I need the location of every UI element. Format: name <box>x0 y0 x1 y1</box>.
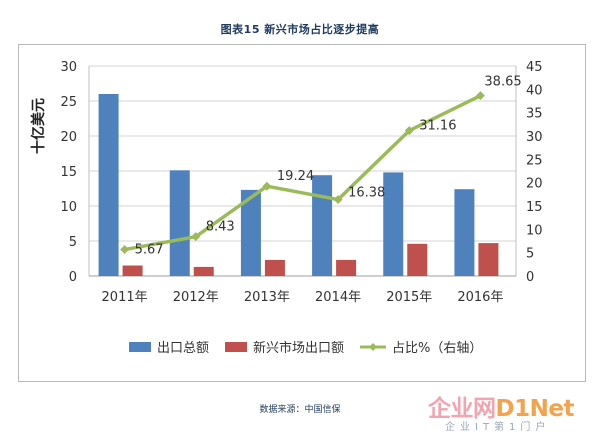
share-marker <box>262 181 272 191</box>
bar-emerging-export <box>407 243 428 276</box>
legend-label: 占比%（右轴） <box>392 341 482 356</box>
chart-svg: 0 5 10 15 20 25 30 0 5 10 15 20 25 30 35 40 45 十亿美元 2011年 2… <box>30 60 543 356</box>
share-marker <box>475 91 485 101</box>
share-marker <box>191 232 201 242</box>
watermark-logo-cn: 企业网 <box>428 396 496 422</box>
bar-total-export <box>98 94 119 276</box>
source-note: 数据来源：中国信保 <box>259 405 341 415</box>
share-data-label: 8.43 <box>206 220 235 235</box>
share-line <box>124 94 482 252</box>
y2-tick-label: 20 <box>526 177 543 192</box>
figure-title: 图表15 新兴市场占比逐步提高 <box>220 23 380 36</box>
y2-tick-label: 5 <box>526 247 534 262</box>
x-tick-label: 2013年 <box>244 290 290 305</box>
bar-emerging-export <box>336 259 357 276</box>
watermark-logo: 企业网D1Net <box>428 389 574 423</box>
y-tick-label: 15 <box>60 165 77 180</box>
bar-emerging-export <box>193 266 214 276</box>
y-tick-label: 0 <box>69 270 77 285</box>
y2-tick-label: 35 <box>526 107 543 122</box>
legend-swatch <box>225 342 248 352</box>
y-tick-label: 30 <box>60 60 77 75</box>
watermark-tagline: 企业IT第1门户 <box>445 422 551 433</box>
legend-label: 新兴市场出口额 <box>253 340 344 356</box>
share-marker <box>333 195 343 205</box>
x-tick-label: 2012年 <box>173 290 219 305</box>
y2-tick-label: 10 <box>526 223 543 238</box>
share-marker <box>404 126 414 136</box>
bar-total-export <box>454 189 475 276</box>
y-tick-label: 10 <box>60 200 77 215</box>
y-tick-label: 5 <box>69 235 77 250</box>
share-data-label: 31.16 <box>419 119 456 134</box>
x-tick-label: 2011年 <box>102 290 148 305</box>
bar-emerging-export <box>264 259 285 276</box>
share-data-label: 5.67 <box>135 243 164 258</box>
y2-tick-label: 45 <box>526 60 543 75</box>
bar-total-export <box>383 172 404 276</box>
x-tick-label: 2014年 <box>315 290 361 305</box>
y2-tick-label: 15 <box>526 200 543 215</box>
bar-total-export <box>240 189 261 276</box>
y2-tick-label: 30 <box>526 130 543 145</box>
y2-tick-label: 25 <box>526 153 543 168</box>
share-marker <box>120 245 130 255</box>
bar-total-export <box>169 170 190 276</box>
legend-label: 出口总额 <box>157 341 209 356</box>
legend-swatch-marker <box>369 343 378 351</box>
x-tick-label: 2016年 <box>457 290 503 305</box>
bar-emerging-export <box>122 265 143 276</box>
bar-emerging-export <box>478 243 499 276</box>
x-tick-label: 2015年 <box>386 290 432 305</box>
legend-swatch <box>129 342 151 352</box>
y-tick-label: 25 <box>60 95 77 110</box>
chart-frame: 0 5 10 15 20 25 30 0 5 10 15 20 25 30 35 40 45 十亿美元 2011年 2… <box>18 44 586 382</box>
bar-total-export <box>312 175 333 276</box>
share-data-label: 38.65 <box>484 75 521 90</box>
y2-tick-label: 0 <box>526 270 534 285</box>
share-data-label: 19.24 <box>277 169 314 184</box>
y2-tick-label: 40 <box>526 83 543 98</box>
y-axis-title: 十亿美元 <box>30 98 47 154</box>
share-data-label: 16.38 <box>348 186 385 201</box>
watermark-logo-en: D1Net <box>495 396 575 422</box>
y-tick-label: 20 <box>60 130 77 145</box>
